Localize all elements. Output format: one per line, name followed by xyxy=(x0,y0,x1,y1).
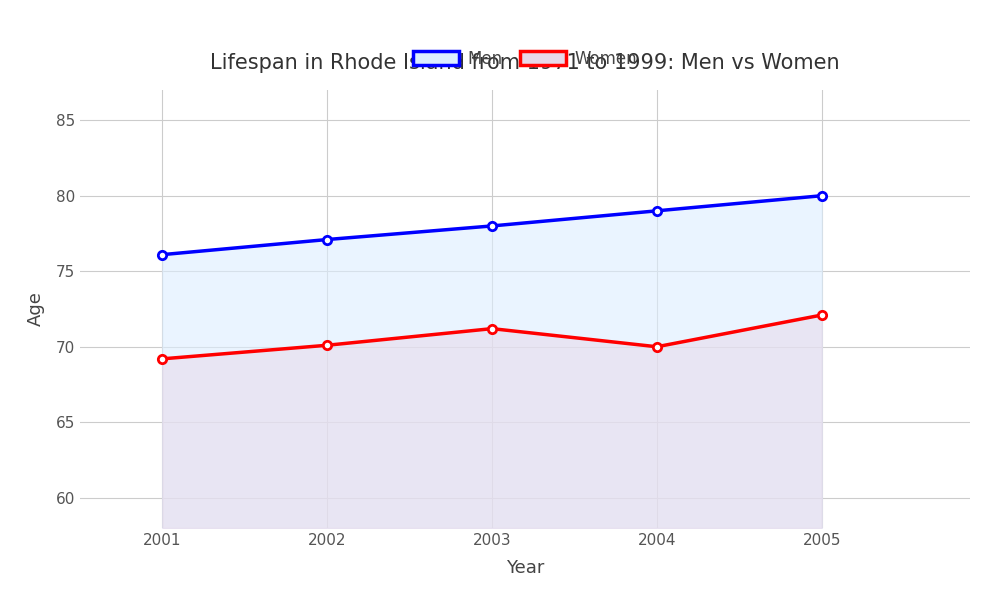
Women xyxy=(321,341,333,349)
Title: Lifespan in Rhode Island from 1971 to 1999: Men vs Women: Lifespan in Rhode Island from 1971 to 19… xyxy=(210,53,840,73)
Legend: Men, Women: Men, Women xyxy=(404,41,646,76)
Line: Men: Men xyxy=(158,191,826,259)
Women xyxy=(651,343,663,350)
Women xyxy=(156,355,168,362)
Women xyxy=(486,325,498,332)
Women xyxy=(816,311,828,319)
Men xyxy=(156,251,168,258)
Line: Women: Women xyxy=(158,311,826,363)
Men xyxy=(816,192,828,199)
Men xyxy=(486,223,498,230)
Men xyxy=(651,207,663,214)
X-axis label: Year: Year xyxy=(506,559,544,577)
Y-axis label: Age: Age xyxy=(27,292,45,326)
Men xyxy=(321,236,333,243)
